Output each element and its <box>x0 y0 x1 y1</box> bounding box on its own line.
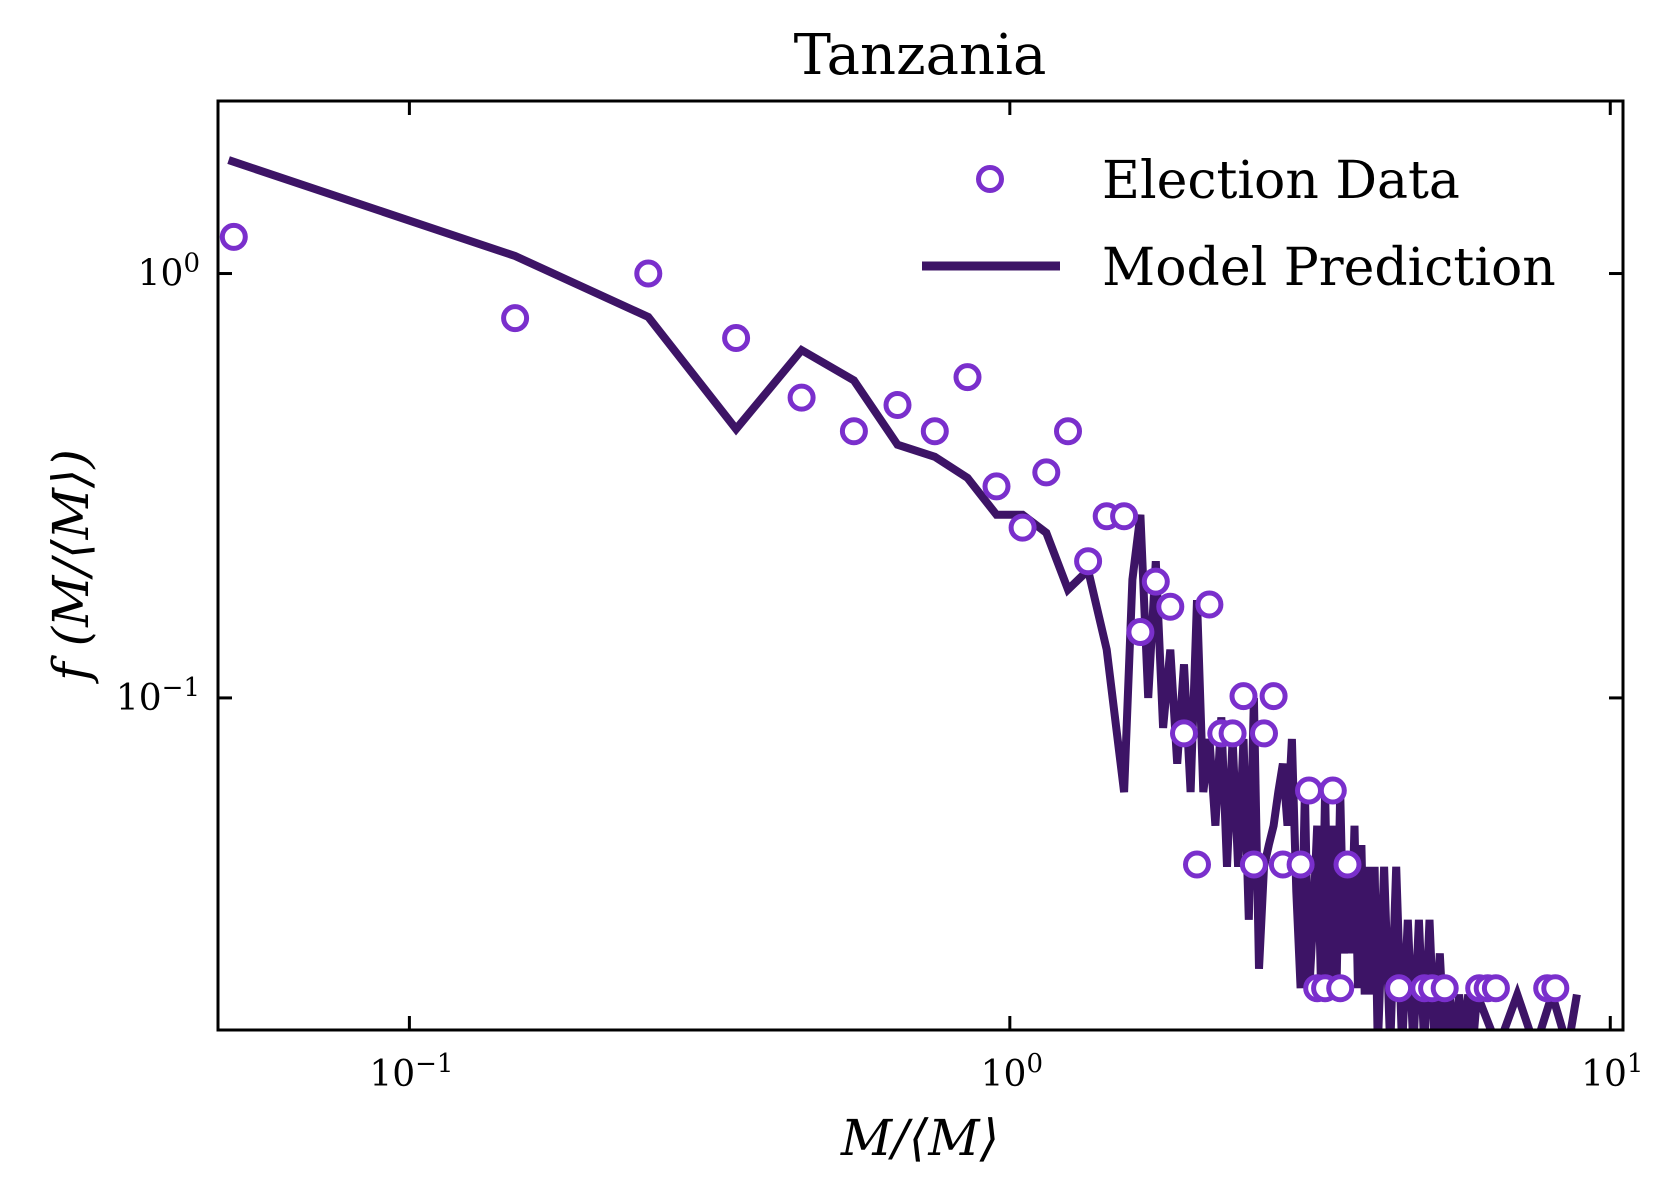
election-data-point <box>1385 974 1414 1003</box>
x-tick-label: 10−1 <box>369 1049 453 1095</box>
election-data-point <box>787 383 816 412</box>
election-data-point <box>1110 502 1139 531</box>
election-data-point <box>1170 719 1198 748</box>
election-data-point <box>839 417 868 446</box>
election-data-point <box>1239 850 1268 879</box>
y-axis-ticks: 10−1 100 <box>116 249 1623 719</box>
election-data-point <box>501 304 530 333</box>
election-data-point <box>920 417 949 446</box>
election-data-point <box>982 472 1011 501</box>
election-data-point <box>1054 417 1082 446</box>
x-tick-label: 100 <box>981 1049 1043 1095</box>
election-data-point <box>1126 618 1155 646</box>
election-data-point <box>1141 567 1170 596</box>
election-data-point <box>722 324 751 352</box>
y-axis-label: f (M/⟨M⟩) <box>42 449 100 685</box>
election-data-point <box>1156 592 1185 621</box>
election-data-point <box>1195 590 1224 619</box>
election-data-point <box>1008 513 1037 542</box>
election-data-point <box>1333 850 1362 879</box>
legend-label-election-data: Election Data <box>1102 151 1460 211</box>
election-data-point <box>1229 682 1258 711</box>
plot-frame <box>216 99 1625 1032</box>
election-data-point <box>1326 974 1355 1003</box>
election-data-point <box>219 222 248 251</box>
model-prediction-line <box>227 156 1581 1030</box>
x-axis-ticks: 10−1 100 101 <box>369 101 1643 1095</box>
election-data-point <box>634 259 663 288</box>
election-data-point <box>1259 682 1288 711</box>
legend: Election Data Model Prediction <box>922 151 1556 298</box>
y-tick-label: 10−1 <box>116 673 200 719</box>
election-data-point <box>1318 776 1347 805</box>
plot-area <box>219 156 1581 1030</box>
election-data-point <box>1541 974 1570 1003</box>
election-data-point <box>1481 974 1510 1003</box>
x-axis-label: M/⟨M⟩ <box>840 1109 999 1167</box>
election-data-point <box>1286 850 1315 879</box>
election-data-point <box>953 363 982 392</box>
election-data-point <box>883 391 912 419</box>
chart-title: Tanzania <box>794 23 1047 88</box>
legend-marker-election-data <box>976 165 1004 193</box>
election-data-point <box>1032 458 1061 487</box>
x-tick-label: 101 <box>1581 1049 1643 1095</box>
election-data-point <box>1250 719 1278 748</box>
model-line-layer <box>227 156 1581 1030</box>
election-data-point <box>1218 719 1247 748</box>
election-data-point <box>1430 974 1459 1003</box>
election-data-point <box>1295 776 1323 805</box>
y-tick-label: 100 <box>138 249 200 295</box>
election-data-point <box>1183 850 1211 879</box>
data-marker-layer <box>219 222 1570 1003</box>
legend-label-model-prediction: Model Prediction <box>1102 238 1556 298</box>
election-data-point <box>1074 547 1103 576</box>
